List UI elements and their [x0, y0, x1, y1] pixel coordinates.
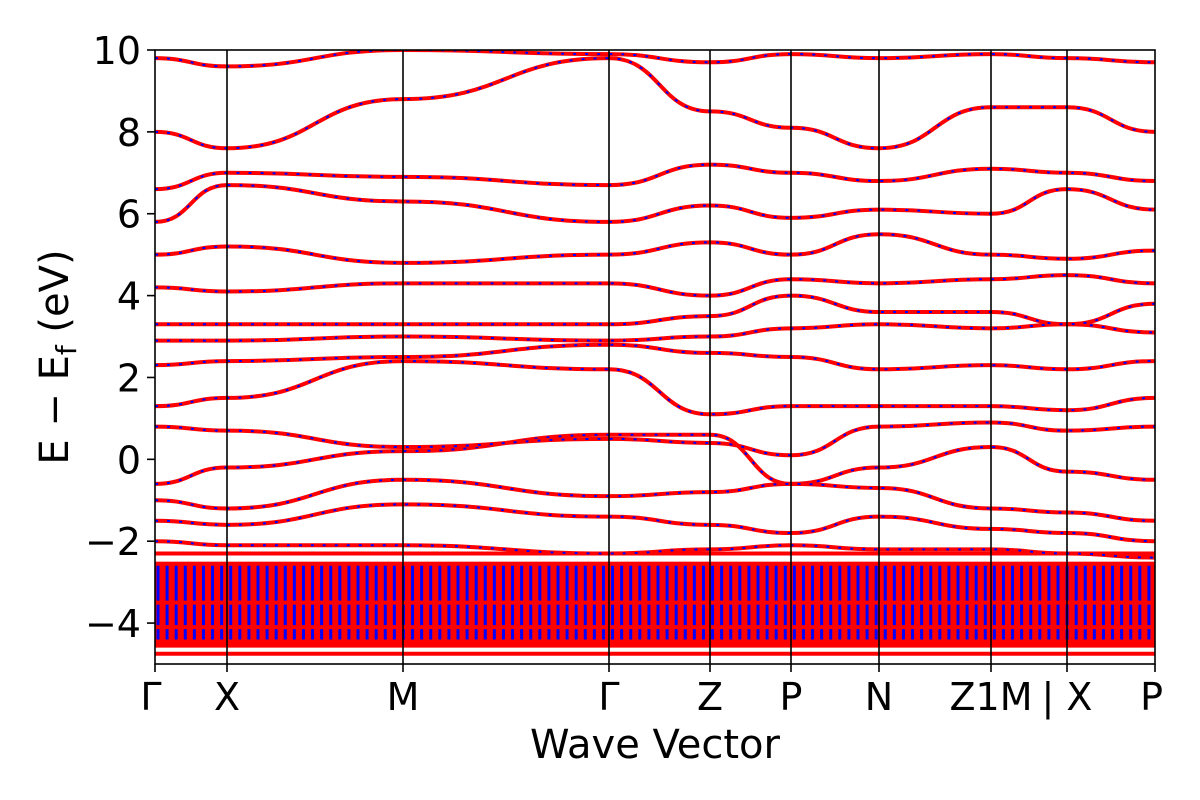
x-tick-label: X	[214, 675, 240, 719]
x-tick-label: P	[780, 675, 803, 719]
y-tick-label: −4	[85, 602, 141, 646]
band-line-overlay	[155, 274, 1155, 297]
bands-layer	[155, 50, 1155, 656]
band-line-overlay	[155, 433, 1155, 485]
band-line	[155, 183, 1155, 224]
band-line-overlay	[155, 478, 1155, 522]
x-tick-label: Γ	[140, 675, 161, 719]
band-line	[155, 56, 1155, 151]
y-axis-label: E − Ef (eV)	[32, 249, 83, 464]
band-line-overlay	[155, 163, 1155, 191]
y-axis-label-unit: (eV)	[32, 249, 78, 345]
x-tick-label: Z1M	[950, 675, 1033, 719]
y-tick-label: −2	[85, 520, 141, 564]
band-line-overlay	[155, 360, 1155, 416]
x-tick-label: M	[387, 675, 420, 719]
band-line	[155, 477, 1155, 523]
high-symmetry-lines	[226, 50, 1068, 664]
band-line	[155, 539, 1155, 560]
x-axis-label: Wave Vector	[530, 722, 781, 768]
y-tick-label: 8	[117, 111, 141, 155]
band-line	[155, 502, 1155, 544]
band-line	[155, 322, 1155, 343]
x-axis-ticks: Γ X M Γ Z P N Z1M | X P	[140, 664, 1163, 720]
x-tick-label: Z	[697, 675, 723, 719]
band-line-overlay	[155, 184, 1155, 223]
band-line	[155, 50, 1155, 69]
y-axis-label-main: E − E	[32, 355, 78, 465]
x-tick-label: Γ	[598, 675, 619, 719]
band-line-overlay	[155, 421, 1155, 457]
plot-frame	[154, 49, 1156, 665]
band-line-overlay	[155, 233, 1155, 264]
y-tick-label: 4	[117, 275, 141, 319]
band-line	[155, 293, 1155, 327]
band-line	[155, 359, 1155, 417]
band-line	[155, 342, 1155, 372]
band-line-overlay	[155, 57, 1155, 150]
band-line	[155, 162, 1155, 192]
band-line-overlay	[155, 294, 1155, 326]
y-tick-label: 6	[117, 193, 141, 237]
y-tick-label: 10	[93, 29, 141, 73]
dense-band-block	[155, 561, 1155, 648]
y-tick-label: 0	[117, 438, 141, 482]
x-tick-label: | X	[1042, 675, 1093, 720]
band-line	[155, 232, 1155, 265]
y-axis-ticks: −4 −2 0 2 4 6 8 10	[85, 29, 155, 646]
x-tick-label: N	[865, 675, 893, 719]
y-tick-label: 2	[117, 356, 141, 400]
x-tick-label: P	[1140, 675, 1163, 719]
y-axis-label-sub: f	[50, 344, 83, 355]
